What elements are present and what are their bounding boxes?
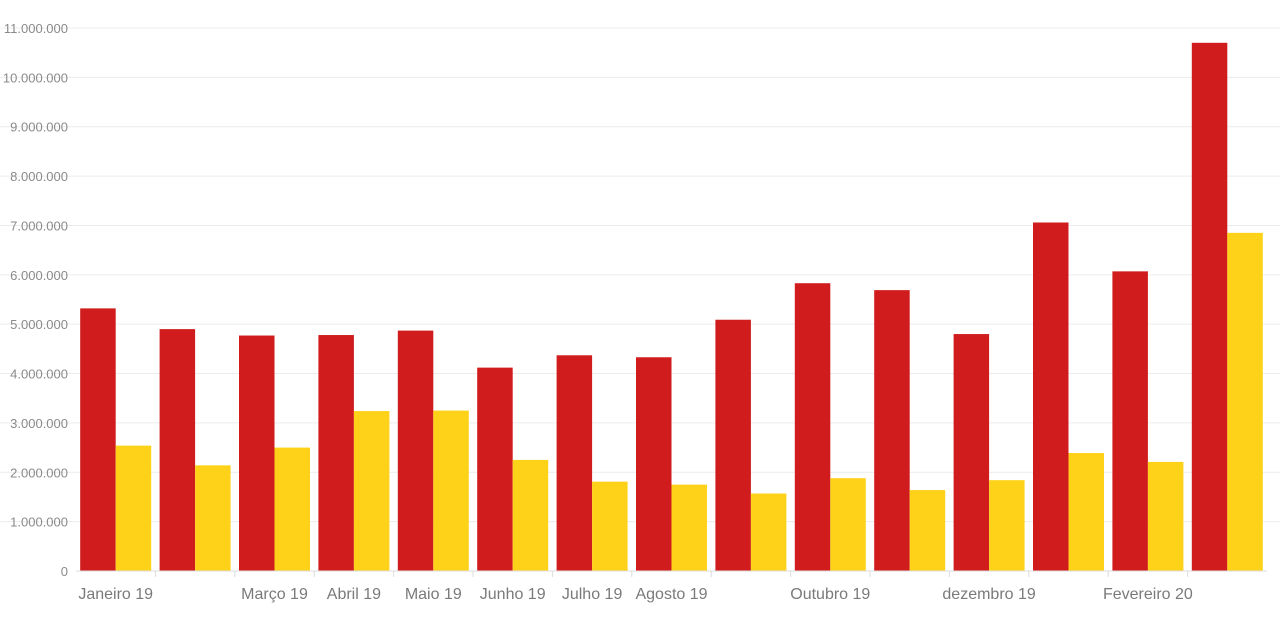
x-tick-label: Fevereiro 20 — [1103, 586, 1193, 603]
bar-series-2 — [353, 411, 390, 571]
bar-series-1 — [80, 308, 116, 571]
bar-series-2 — [989, 480, 1025, 571]
y-tick-label: 6.000.000 — [10, 268, 68, 283]
y-tick-label: 4.000.000 — [10, 367, 68, 382]
bar-series-1 — [715, 319, 751, 571]
bar-series-2 — [592, 481, 628, 571]
y-tick-label: 5.000.000 — [10, 317, 68, 332]
x-tick-label: dezembro 19 — [942, 586, 1035, 603]
y-tick-label: 2.000.000 — [10, 465, 68, 480]
bar-series-2 — [1068, 453, 1104, 571]
x-tick-label: Outubro 19 — [790, 586, 870, 603]
y-tick-label: 9.000.000 — [10, 120, 68, 135]
y-tick-label: 8.000.000 — [10, 169, 68, 184]
y-tick-label: 10.000.000 — [3, 70, 68, 85]
bar-series-1 — [556, 355, 593, 571]
bar-series-1 — [1033, 222, 1069, 571]
x-tick-label: Junho 19 — [480, 586, 546, 603]
bar-series-1 — [1191, 42, 1228, 572]
y-tick-label: 11.000.000 — [4, 21, 68, 36]
bar-series-1 — [477, 367, 513, 571]
bar-series-2 — [512, 459, 549, 571]
bar-series-1 — [953, 334, 990, 571]
y-tick-label: 7.000.000 — [10, 218, 68, 233]
x-tick-label: Maio 19 — [405, 586, 462, 603]
x-tick-label: Julho 19 — [562, 586, 623, 603]
x-tick-label: Janeiro 19 — [78, 586, 153, 603]
bar-series-1 — [318, 335, 354, 571]
bar-series-2 — [1227, 232, 1263, 572]
x-tick-label: Março 19 — [241, 586, 308, 603]
bar-series-1 — [1112, 271, 1148, 571]
bar-series-1 — [159, 329, 196, 571]
y-tick-label: 3.000.000 — [10, 416, 68, 431]
x-axis-tick-labels: Janeiro 19 Março 19 Abril 19 Maio 19 Junho 1… — [78, 586, 1193, 603]
bar-series-2 — [1147, 461, 1184, 571]
bar-series-2 — [115, 445, 152, 571]
bar-series-2 — [750, 493, 787, 571]
bar-series-2 — [830, 478, 866, 571]
bar-series-2 — [671, 484, 707, 571]
bar-series-1 — [874, 290, 910, 571]
bar-series-2 — [274, 447, 310, 571]
bars — [80, 42, 1263, 572]
bar-series-2 — [195, 465, 231, 571]
x-axis — [76, 570, 1267, 577]
bar-series-2 — [909, 490, 946, 571]
x-tick-label: Agosto 19 — [635, 586, 707, 603]
bar-series-1 — [239, 335, 275, 571]
y-tick-label: 1.000.000 — [10, 515, 68, 530]
y-axis-tick-labels: 0 1.000.000 2.000.000 3.000.000 4.000.000 5.0… — [3, 21, 68, 579]
y-tick-label: 0 — [61, 564, 68, 579]
bar-series-1 — [794, 283, 831, 571]
bar-series-1 — [636, 357, 672, 571]
x-tick-label: Abril 19 — [327, 586, 381, 603]
bar-series-2 — [433, 410, 469, 571]
bar-series-1 — [397, 330, 434, 571]
